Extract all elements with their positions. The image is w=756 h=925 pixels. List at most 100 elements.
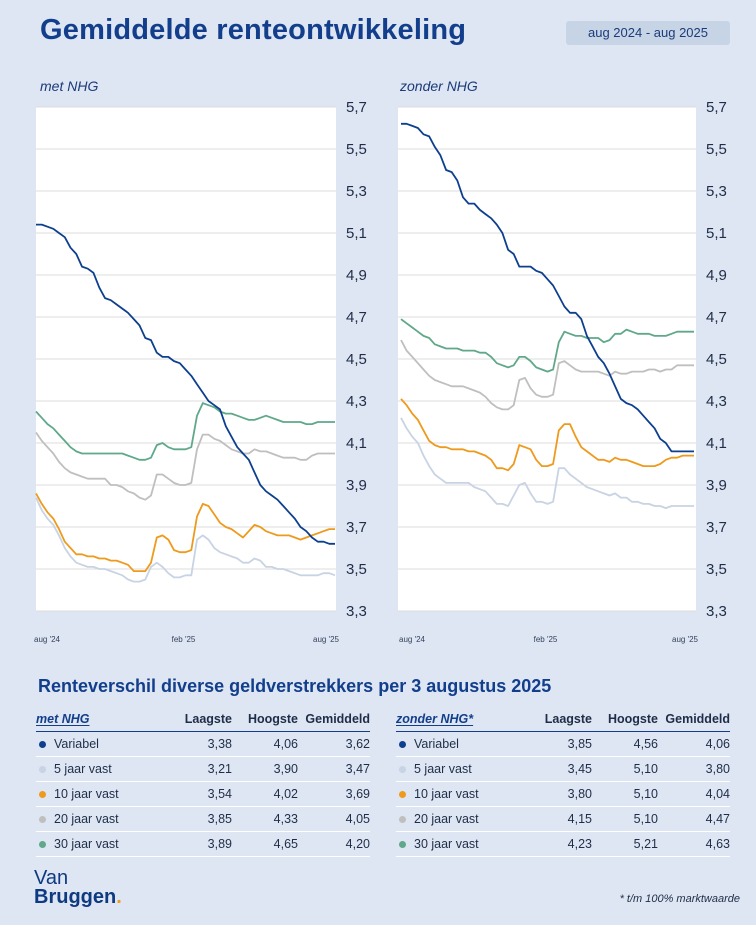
y-tick-label: 4,1	[346, 435, 367, 452]
cell-laagste: 4,15	[528, 806, 592, 832]
logo-text: Bruggen	[34, 886, 117, 908]
series-line-20_jaar	[400, 339, 694, 411]
legend-dot-icon	[399, 740, 406, 748]
y-tick-label: 4,3	[706, 393, 727, 410]
cell-gemiddeld: 3,69	[298, 781, 370, 807]
cell-gemiddeld: 4,20	[298, 831, 370, 857]
col-gemiddeld: Gemiddeld	[305, 712, 370, 726]
cell-hoogste: 4,56	[592, 731, 658, 757]
col-gemiddeld: Gemiddeld	[665, 712, 730, 726]
logo-line1: Van	[34, 867, 69, 889]
row-label: 5 jaar vast	[396, 756, 528, 782]
cell-laagste: 3,21	[168, 756, 232, 782]
series-line-10_jaar	[35, 492, 335, 572]
col-laagste: Laagste	[184, 712, 232, 726]
series-line-5_jaar	[35, 497, 336, 583]
series-line-variabel	[36, 223, 335, 545]
row-label: 10 jaar vast	[36, 781, 168, 807]
charts-area: 5,7 5,5 5,3 5,1 4,9 4,7 4,5 4,3 4,1 3,9 3,7 3,5 3,3 a…	[34, 78, 727, 644]
cell-gemiddeld: 4,04	[658, 781, 730, 807]
series-line-10_jaar	[400, 398, 694, 472]
y-tick-label: 5,1	[706, 225, 727, 242]
cell-gemiddeld: 4,05	[298, 806, 370, 832]
y-tick-label: 5,5	[346, 141, 367, 158]
row-label: 10 jaar vast	[396, 781, 528, 807]
y-tick-label: 4,5	[706, 351, 727, 368]
y-tick-label: 3,3	[706, 603, 727, 620]
y-tick-label: 5,3	[346, 183, 367, 200]
cell-hoogste: 3,90	[232, 756, 298, 782]
y-tick-label: 4,9	[346, 267, 367, 284]
cell-hoogste: 5,21	[592, 831, 658, 857]
y-tick-label: 4,5	[346, 351, 367, 368]
legend-dot-icon	[39, 765, 46, 773]
cell-gemiddeld: 4,63	[658, 831, 730, 857]
legend-dot-icon	[39, 840, 46, 848]
row-label-text: 10 jaar vast	[414, 787, 479, 801]
table-section-title: Renteverschil diverse geldverstrekkers p…	[38, 676, 552, 696]
y-tick-label: 3,7	[706, 519, 727, 536]
row-label-text: 30 jaar vast	[414, 837, 479, 851]
y-tick-label: 3,3	[346, 603, 367, 620]
row-label-text: 5 jaar vast	[414, 762, 472, 776]
row-label: 5 jaar vast	[36, 756, 168, 782]
y-tick-label: 5,7	[706, 99, 727, 116]
x-tick-label: feb '25	[534, 635, 558, 644]
x-tick-label: feb '25	[172, 635, 196, 644]
row-label-text: 30 jaar vast	[54, 837, 119, 851]
row-label: Variabel	[396, 731, 528, 757]
row-label: 20 jaar vast	[36, 806, 168, 832]
table-met-nhg: met NHG Laagste Hoogste Gemiddeld Variab…	[36, 711, 370, 857]
period-badge: aug 2024 - aug 2025	[566, 21, 730, 45]
row-label-text: Variabel	[54, 737, 99, 751]
y-tick-label: 4,9	[706, 267, 727, 284]
col-hoogste: Hoogste	[608, 712, 658, 726]
table-row: 20 jaar vast 3,85 4,33 4,05	[36, 806, 370, 832]
chart-panel-title: zonder NHG	[399, 78, 478, 94]
cell-gemiddeld: 4,47	[658, 806, 730, 832]
table-zonder-heading: zonder NHG*	[396, 712, 474, 726]
y-tick-label: 3,5	[706, 561, 727, 578]
table-row: 5 jaar vast 3,45 5,10 3,80	[396, 756, 730, 782]
logo-line2: Bruggen.	[34, 886, 122, 908]
row-label-text: 5 jaar vast	[54, 762, 112, 776]
y-tick-label: 3,9	[346, 477, 367, 494]
cell-laagste: 4,23	[528, 831, 592, 857]
row-label: 30 jaar vast	[36, 831, 168, 857]
cell-laagste: 3,54	[168, 781, 232, 807]
y-tick-label: 4,1	[706, 435, 727, 452]
row-label-text: Variabel	[414, 737, 459, 751]
logo-dot: .	[116, 886, 122, 908]
cell-hoogste: 5,10	[592, 781, 658, 807]
series-line-30_jaar	[35, 402, 335, 461]
table-row: 30 jaar vast 3,89 4,65 4,20	[36, 831, 370, 857]
y-tick-label: 5,1	[346, 225, 367, 242]
col-laagste: Laagste	[544, 712, 592, 726]
y-tick-label: 5,3	[706, 183, 727, 200]
series-line-20_jaar	[35, 431, 335, 501]
table-row: Variabel 3,85 4,56 4,06	[396, 731, 730, 757]
table-row: 20 jaar vast 4,15 5,10 4,47	[396, 806, 730, 832]
table-met-heading: met NHG	[36, 712, 90, 726]
legend-dot-icon	[39, 815, 46, 823]
y-tick-label: 5,7	[346, 99, 367, 116]
row-label-text: 10 jaar vast	[54, 787, 119, 801]
cell-hoogste: 4,06	[232, 731, 298, 757]
van-bruggen-logo: Van Bruggen.	[34, 867, 122, 908]
cell-gemiddeld: 3,62	[298, 731, 370, 757]
footnote: * t/m 100% marktwaarde	[619, 893, 740, 905]
page-title: Gemiddelde renteontwikkeling	[40, 14, 467, 46]
series-line-variabel	[401, 122, 694, 453]
cell-hoogste: 5,10	[592, 756, 658, 782]
col-hoogste: Hoogste	[248, 712, 298, 726]
cell-laagste: 3,89	[168, 831, 232, 857]
y-tick-label: 3,7	[346, 519, 367, 536]
row-label: 30 jaar vast	[396, 831, 528, 857]
row-label-text: 20 jaar vast	[54, 812, 119, 826]
series-line-5_jaar	[400, 417, 694, 510]
table-row: 30 jaar vast 4,23 5,21 4,63	[396, 831, 730, 857]
row-label: 20 jaar vast	[396, 806, 528, 832]
x-tick-label: aug '25	[313, 635, 340, 644]
legend-dot-icon	[399, 815, 406, 823]
y-tick-label: 4,7	[346, 309, 367, 326]
